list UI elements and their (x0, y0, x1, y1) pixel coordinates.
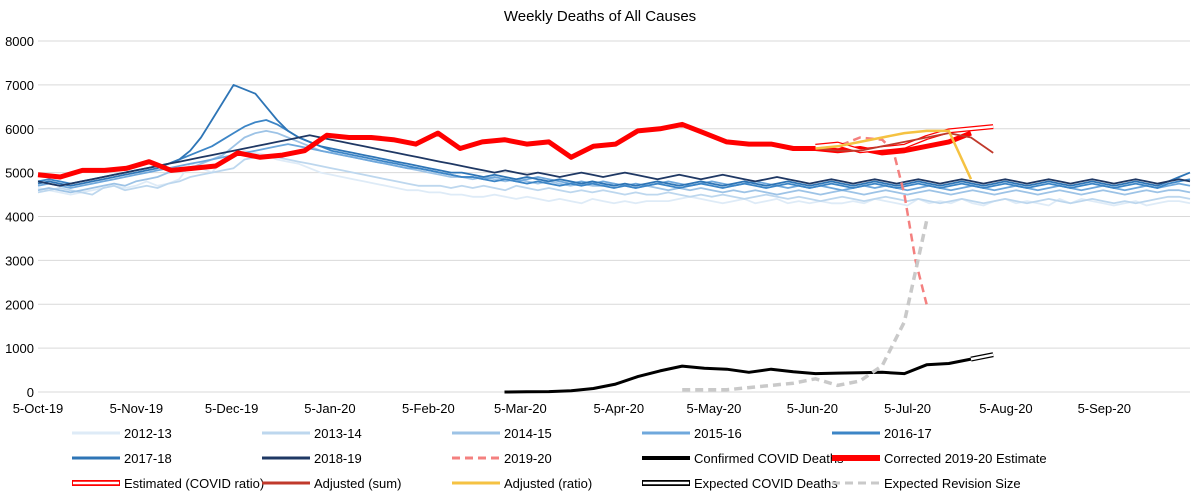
x-tick-label: 5-Sep-20 (1078, 401, 1131, 416)
x-tick-label: 5-Jun-20 (787, 401, 838, 416)
legend-label: 2016-17 (884, 426, 932, 441)
x-tick-label: 5-Nov-19 (110, 401, 163, 416)
legend-label: 2014-15 (504, 426, 552, 441)
series-line-confirmed-covid-deaths (504, 357, 972, 394)
series-line-2018-19 (37, 134, 1191, 187)
chart-title: Weekly Deaths of All Causes (504, 8, 696, 25)
legend-label: Corrected 2019-20 Estimate (884, 451, 1047, 466)
series-line-expected-revision-size (682, 220, 929, 392)
y-tick-label: 8000 (5, 34, 34, 49)
legend-label: 2015-16 (694, 426, 742, 441)
x-tick-label: 5-Jul-20 (884, 401, 931, 416)
legend-label: Expected Revision Size (884, 476, 1021, 491)
y-tick-label: 1000 (5, 341, 34, 356)
x-tick-label: 5-Aug-20 (979, 401, 1032, 416)
x-tick-label: 5-Dec-19 (205, 401, 258, 416)
y-axis-ticks: 0 1000 2000 3000 4000 5000 6000 7000 8000 (5, 34, 34, 400)
y-tick-label: 4000 (5, 210, 34, 225)
x-tick-label: 5-Apr-20 (593, 401, 644, 416)
legend-label: 2018-19 (314, 451, 362, 466)
gridlines (38, 40, 1190, 393)
legend: 2012-13 2013-14 2014-15 2015-16 2016-17 2017-… (72, 426, 1047, 491)
series-lines (37, 84, 1191, 394)
legend-label: 2013-14 (314, 426, 362, 441)
series-line-expected-covid-deaths (970, 353, 994, 361)
y-tick-label: 0 (27, 385, 34, 400)
series-line-adjusted-ratio- (815, 129, 973, 180)
y-tick-label: 7000 (5, 78, 34, 93)
series-line-2019-20 (815, 136, 928, 305)
series-line-2013-14 (37, 154, 1191, 205)
legend-label: Estimated (COVID ratio) (124, 476, 264, 491)
x-tick-label: 5-May-20 (687, 401, 742, 416)
series-line-estimated-covid-ratio- (815, 125, 994, 152)
y-tick-label: 2000 (5, 297, 34, 312)
series-line-adjusted-sum- (815, 132, 994, 154)
legend-label: Expected COVID Deaths (694, 476, 838, 491)
x-axis-ticks: 5-Oct-19 5-Nov-19 5-Dec-19 5-Jan-20 5-Feb-20… (13, 401, 1131, 416)
x-tick-label: 5-Jan-20 (304, 401, 355, 416)
x-tick-label: 5-Feb-20 (402, 401, 455, 416)
y-tick-label: 5000 (5, 166, 34, 181)
x-tick-label: 5-Mar-20 (494, 401, 547, 416)
legend-label: Adjusted (ratio) (504, 476, 592, 491)
y-tick-label: 3000 (5, 253, 34, 268)
x-tick-label: 5-Oct-19 (13, 401, 64, 416)
series-line-2016-17 (37, 119, 1191, 189)
legend-label: 2012-13 (124, 426, 172, 441)
legend-label: Confirmed COVID Deaths (694, 451, 844, 466)
series-line-2017-18 (37, 84, 1191, 187)
y-tick-label: 6000 (5, 122, 34, 137)
legend-label: 2019-20 (504, 451, 552, 466)
legend-label: 2017-18 (124, 451, 172, 466)
legend-label: Adjusted (sum) (314, 476, 401, 491)
